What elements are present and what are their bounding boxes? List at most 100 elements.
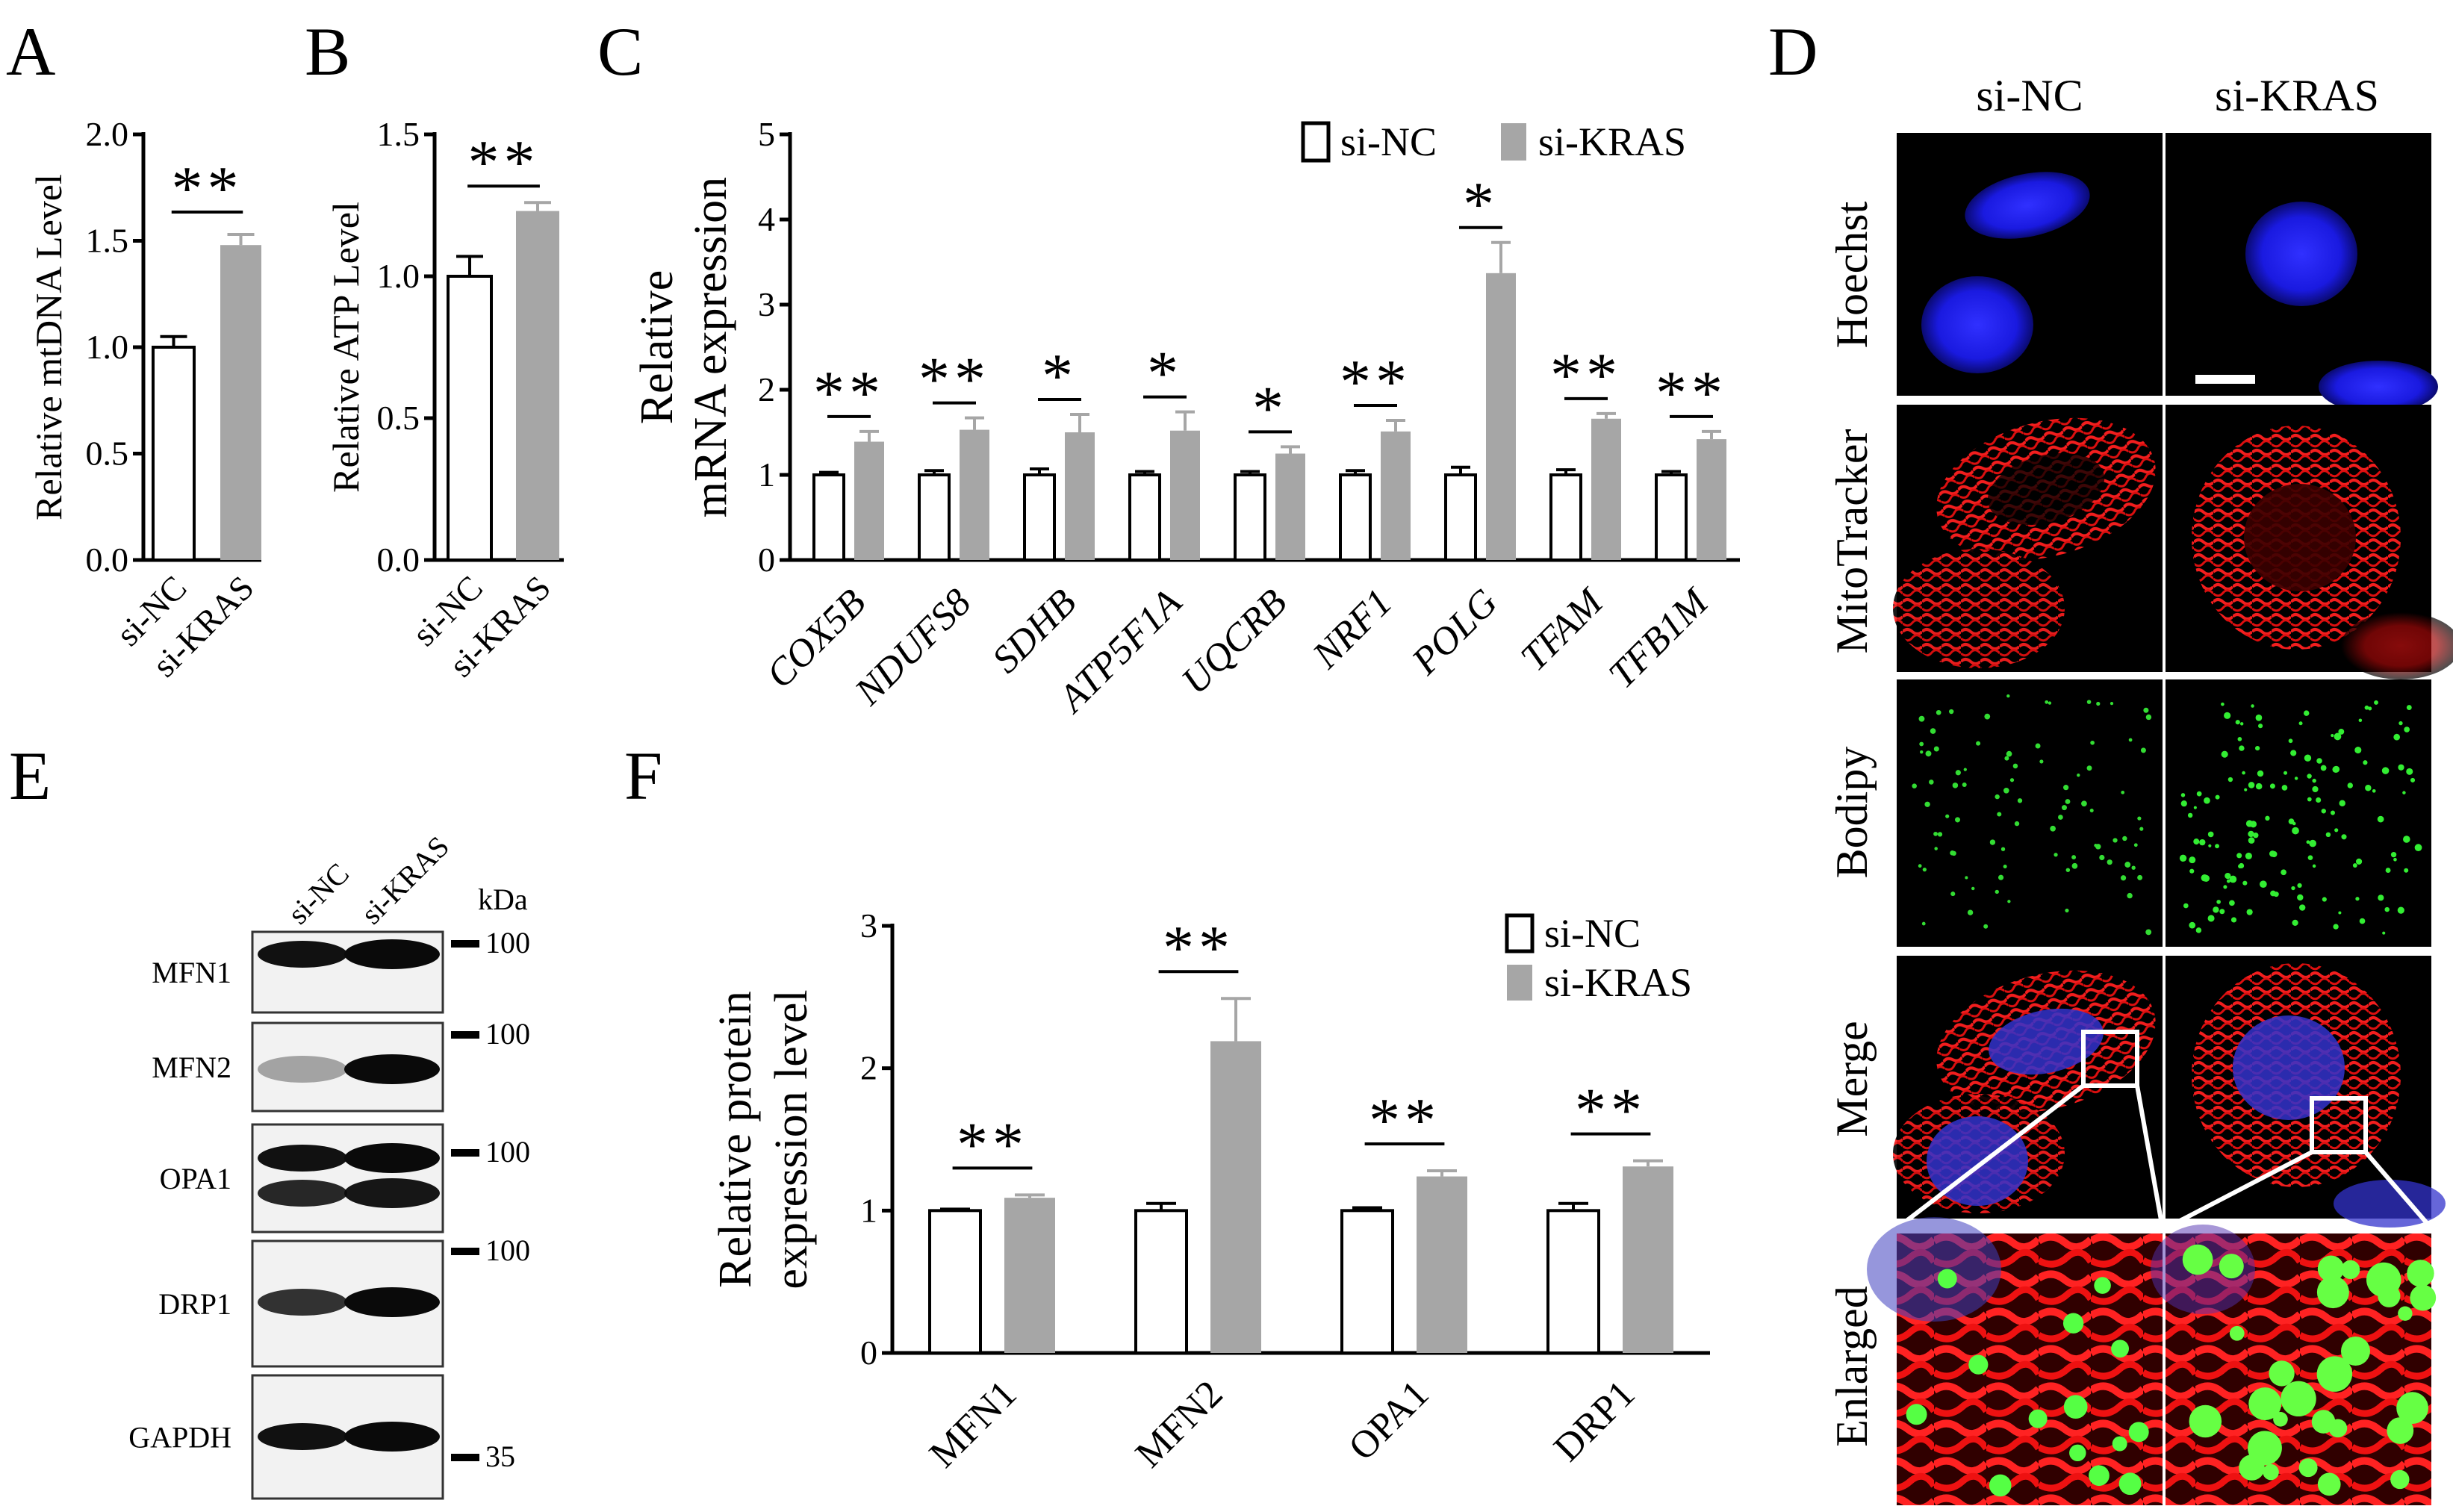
legend-f-treatment-swatch (1507, 965, 1532, 1001)
significance-stars: ** (1163, 913, 1234, 983)
lipid-droplet (2304, 754, 2312, 762)
lipid-droplet (1920, 750, 1924, 754)
lipid-droplet (2294, 777, 2298, 780)
bar-control (1549, 473, 1582, 561)
bar-control (1128, 473, 1161, 561)
zoom-line-kras-right (2363, 1151, 2434, 1230)
bar-treatment (854, 441, 884, 560)
blot-protein-label: GAPDH (128, 1421, 231, 1455)
lipid-droplet (2069, 1444, 2086, 1462)
lipid-droplet (2265, 815, 2270, 821)
lipid-droplet (2334, 828, 2339, 833)
blot-band-kras (344, 1178, 440, 1208)
blot-marker-label: 100 (485, 926, 530, 959)
lipid-droplet (2236, 853, 2242, 859)
lipid-droplet (1922, 867, 1927, 872)
image-mitotracker-kras (2166, 405, 2453, 679)
bar-treatment (220, 245, 261, 560)
bar-treatment (1623, 1166, 1673, 1353)
mic-row-label-hoechst: Hoechst (1827, 201, 1877, 348)
lipid-droplet (1997, 812, 2002, 817)
bodipy-dots-kras (2179, 700, 2422, 935)
x-tick-label: TFAM (1513, 579, 1612, 679)
lipid-droplet (2193, 839, 2200, 845)
lipid-droplet (2374, 700, 2378, 705)
lipid-droplet (2137, 816, 2142, 821)
lipid-droplet (2255, 783, 2263, 790)
lipid-droplet (2281, 1381, 2316, 1417)
lipid-droplet (2381, 767, 2390, 774)
lipid-droplet (2183, 903, 2189, 909)
significance-stars: ** (813, 358, 885, 428)
lipid-droplet (2339, 800, 2345, 807)
y-axis-label: Relative mtDNA Level (28, 174, 69, 520)
lipid-droplet (2393, 733, 2401, 741)
lipid-droplet (2364, 705, 2369, 710)
lipid-droplet (2338, 911, 2342, 915)
y-tick-label: 2 (860, 1049, 877, 1087)
lipid-droplet (2410, 777, 2416, 783)
lipid-droplet (2384, 906, 2390, 912)
y-tick-label: 0.0 (86, 541, 129, 579)
lipid-droplet (2090, 740, 2095, 745)
y-tick-label: 1.5 (86, 222, 129, 260)
lipid-droplet (2245, 852, 2252, 860)
blot-strip (251, 1123, 444, 1233)
lipid-droplet (2065, 908, 2069, 913)
lipid-droplet (2385, 868, 2391, 874)
lipid-droplet (2050, 825, 2056, 832)
microscopy-panel: si-NC si-KRAS Hoechst MitoTracker Bodipy… (1827, 71, 2453, 1505)
lipid-droplet (2182, 1244, 2213, 1275)
image-enlarged-nc (1867, 1217, 2163, 1505)
lipid-droplet (2372, 788, 2376, 793)
significance-stars: ** (1340, 347, 1411, 417)
bodipy-dots-nc (1912, 694, 2152, 936)
lipid-droplet (2354, 747, 2362, 754)
lipid-droplet (2317, 1472, 2341, 1496)
lipid-droplet (2331, 733, 2334, 738)
lipid-droplet (2321, 809, 2326, 814)
lipid-droplet (2143, 707, 2149, 713)
lipid-droplet (2180, 800, 2187, 807)
blot-marker-label: 100 (485, 1135, 530, 1169)
lipid-droplet (2292, 919, 2298, 927)
x-tick-label: POLG (1403, 581, 1505, 683)
blot-marker-label: 100 (485, 1017, 530, 1051)
image-bodipy-kras (2166, 679, 2431, 947)
lipid-droplet (1950, 892, 1956, 897)
lipid-droplet (2094, 844, 2098, 847)
lipid-droplet (2006, 750, 2012, 757)
lipid-droplet (2312, 785, 2319, 793)
lipid-droplet (2180, 793, 2186, 797)
lipid-droplet (2054, 853, 2058, 857)
enlarged-lipid-droplets-kras (2182, 1244, 2437, 1496)
significance-stars: ** (1550, 340, 1622, 410)
image-enlarged-kras (2151, 1225, 2437, 1505)
lipid-droplet (2309, 839, 2317, 847)
lipid-droplet (2249, 821, 2257, 828)
lipid-droplet (2328, 1419, 2348, 1438)
lipid-droplet (2403, 836, 2410, 843)
blot-marker-dash (451, 1031, 479, 1039)
lipid-droplet (2071, 862, 2078, 869)
bar-treatment (1697, 439, 1726, 560)
lipid-droplet (2312, 778, 2316, 783)
lipid-droplet (2390, 1469, 2410, 1490)
lipid-droplet (1968, 1354, 1989, 1375)
lipid-droplet (2404, 727, 2410, 732)
lipid-droplet (1930, 728, 1936, 734)
bar-control (1655, 473, 1688, 561)
lipid-droplet (1976, 741, 1981, 746)
lipid-droplet (2258, 724, 2263, 729)
chart-f: 0 1 2 3 Relative protein expression level ** MF… (710, 906, 1710, 1476)
lipid-droplet (2221, 702, 2225, 706)
lipid-droplet (2003, 865, 2007, 869)
lipid-droplet (2227, 777, 2233, 783)
image-hoechst-nc (1897, 133, 2163, 396)
mic-row-label-mitotracker: MitoTracker (1827, 429, 1877, 653)
lipid-droplet (2071, 855, 2077, 860)
lipid-droplet (2107, 859, 2112, 865)
lipid-droplet (2269, 1360, 2295, 1387)
mic-row-label-enlarged: Enlarged (1827, 1286, 1877, 1446)
